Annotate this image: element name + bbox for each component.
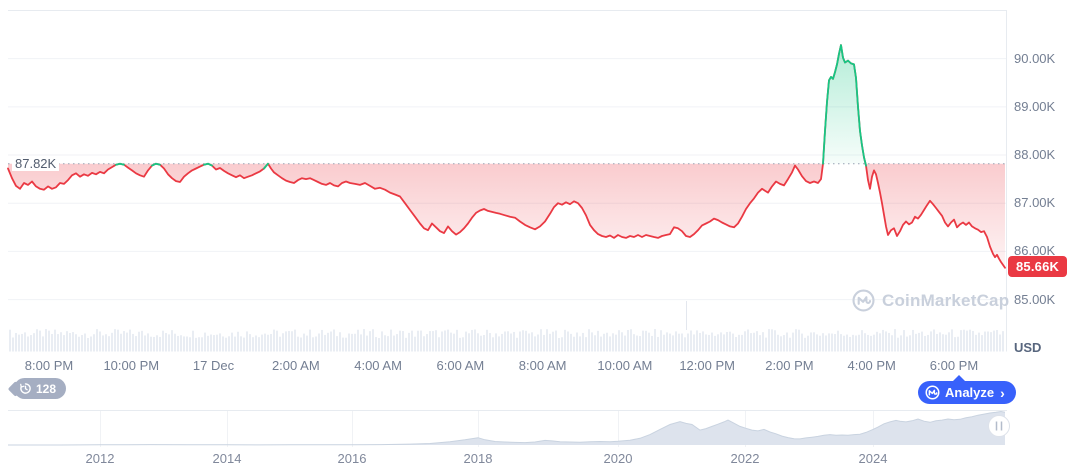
x-tick-label: 17 Dec [192,358,235,373]
x-tick-label: 12:00 PM [679,358,735,373]
y-tick-label: 89.00K [1014,98,1056,114]
unit-label: USD [1014,340,1042,355]
chevron-right-icon: › [1000,384,1005,401]
x-tick-label: 6:00 AM [436,358,485,373]
x-tick-label: 10:00 PM [103,358,160,373]
year-tick-label: 2024 [858,451,888,466]
year-tick-label: 2014 [212,451,242,466]
year-tick-label: 2018 [463,451,493,466]
year-tick-label: 2012 [85,451,115,466]
coinmarketcap-logo-icon [852,289,875,312]
x-tick-label: 6:00 PM [929,358,979,373]
history-clock-icon [19,382,32,395]
history-count: 128 [36,381,57,396]
navigator-handle[interactable] [988,415,1010,437]
y-tick-label: 87.00K [1014,195,1056,211]
y-tick-label: 86.00K [1014,243,1056,259]
last-price-badge: 85.66K [1008,256,1068,277]
x-tick-label: 2:00 AM [271,358,320,373]
history-count-badge[interactable]: 128 [14,378,67,399]
watermark: CoinMarketCap [852,289,1009,312]
analyze-label: Analyze [945,385,995,400]
analyze-button[interactable]: Analyze › [918,375,1016,404]
open-price-label: 87.82K [12,156,60,171]
year-tick-label: 2016 [337,451,367,466]
x-tick-label: 10:00 AM [597,358,653,373]
x-tick-label: 8:00 PM [24,358,74,373]
y-tick-label: 90.00K [1014,50,1056,66]
x-tick-label: 2:00 PM [765,358,814,373]
y-tick-label: 85.00K [1014,291,1056,307]
y-tick-label: 88.00K [1014,147,1056,163]
watermark-text: CoinMarketCap [882,290,1010,310]
x-tick-label: 4:00 PM [847,358,896,373]
x-tick-label: 4:00 AM [354,358,402,373]
analyze-logo-icon [925,385,940,400]
x-tick-label: 8:00 AM [518,358,567,373]
year-tick-label: 2022 [730,451,760,466]
year-tick-label: 2020 [603,451,633,466]
